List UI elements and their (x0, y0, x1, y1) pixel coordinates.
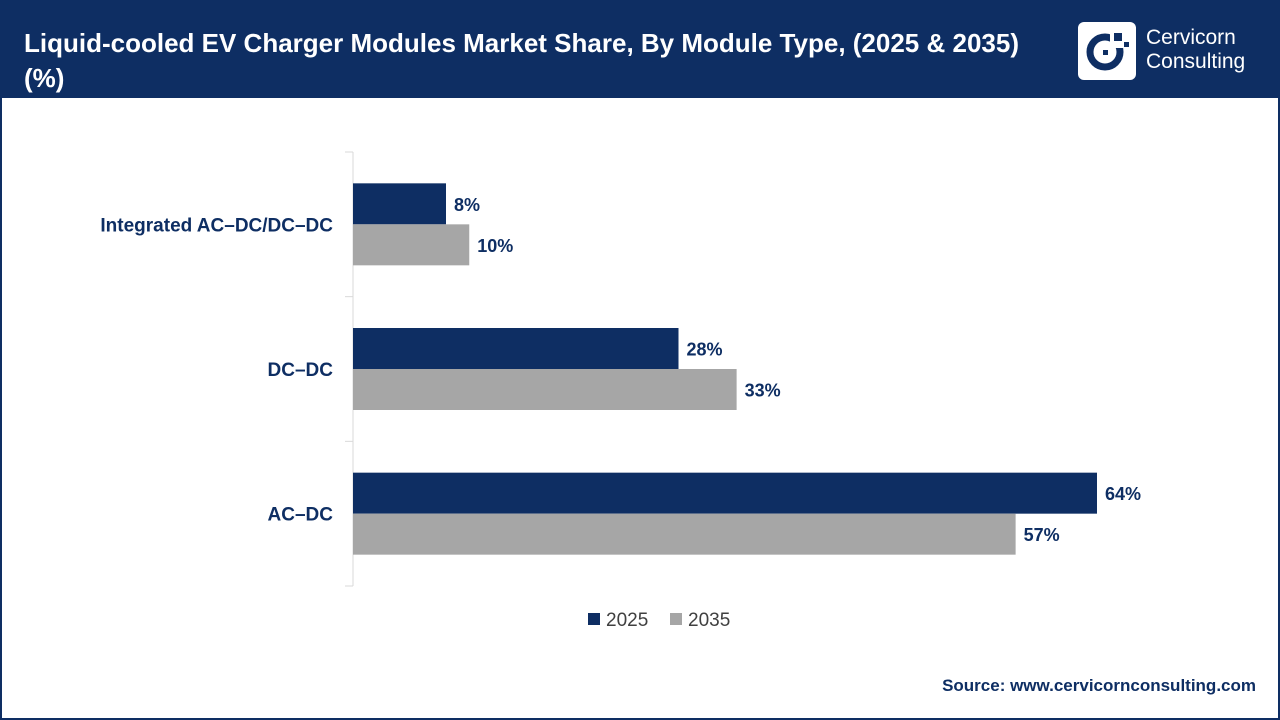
legend: 2025 2035 (588, 610, 730, 631)
legend-swatch-2025 (588, 613, 600, 625)
data-label: 64% (1105, 484, 1141, 504)
brand-line-1: Cervicorn (1146, 26, 1236, 49)
category-label: DC–DC (268, 360, 334, 381)
brand-name: Cervicorn Consulting (1146, 26, 1245, 74)
source-note: Source: www.cervicornconsulting.com (942, 676, 1256, 695)
category-axis (345, 151, 354, 587)
chart-title: Liquid-cooled EV Charger Modules Market … (24, 28, 1019, 93)
data-labels: 8% 10% 28% 33% 64% 57% (454, 195, 1141, 545)
bar-2035 (353, 513, 1016, 555)
bar-2025 (353, 183, 446, 225)
bars (353, 183, 1097, 555)
category-labels: Integrated AC–DC/DC–DC DC–DC AC–DC (100, 215, 333, 525)
bar-2035 (353, 224, 470, 266)
legend-swatch-2035 (670, 613, 682, 625)
category-label: Integrated AC–DC/DC–DC (100, 215, 333, 236)
legend-label-2025: 2025 (606, 610, 648, 631)
data-label: 33% (745, 381, 781, 401)
logo-icon (1078, 22, 1136, 80)
data-label: 28% (687, 340, 723, 360)
category-label: AC–DC (268, 505, 334, 526)
bar-2025 (353, 472, 1097, 514)
brand-line-2: Consulting (1146, 50, 1246, 73)
data-label: 8% (454, 195, 480, 215)
bar-2035 (353, 369, 737, 410)
header-bar: Liquid-cooled EV Charger Modules Market … (2, 2, 1278, 98)
data-label: 10% (477, 236, 513, 256)
data-label: 57% (1024, 525, 1060, 545)
brand-logo: Cervicorn Consulting (1078, 20, 1268, 82)
legend-label-2035: 2035 (688, 610, 730, 631)
bar-2025 (353, 328, 679, 369)
